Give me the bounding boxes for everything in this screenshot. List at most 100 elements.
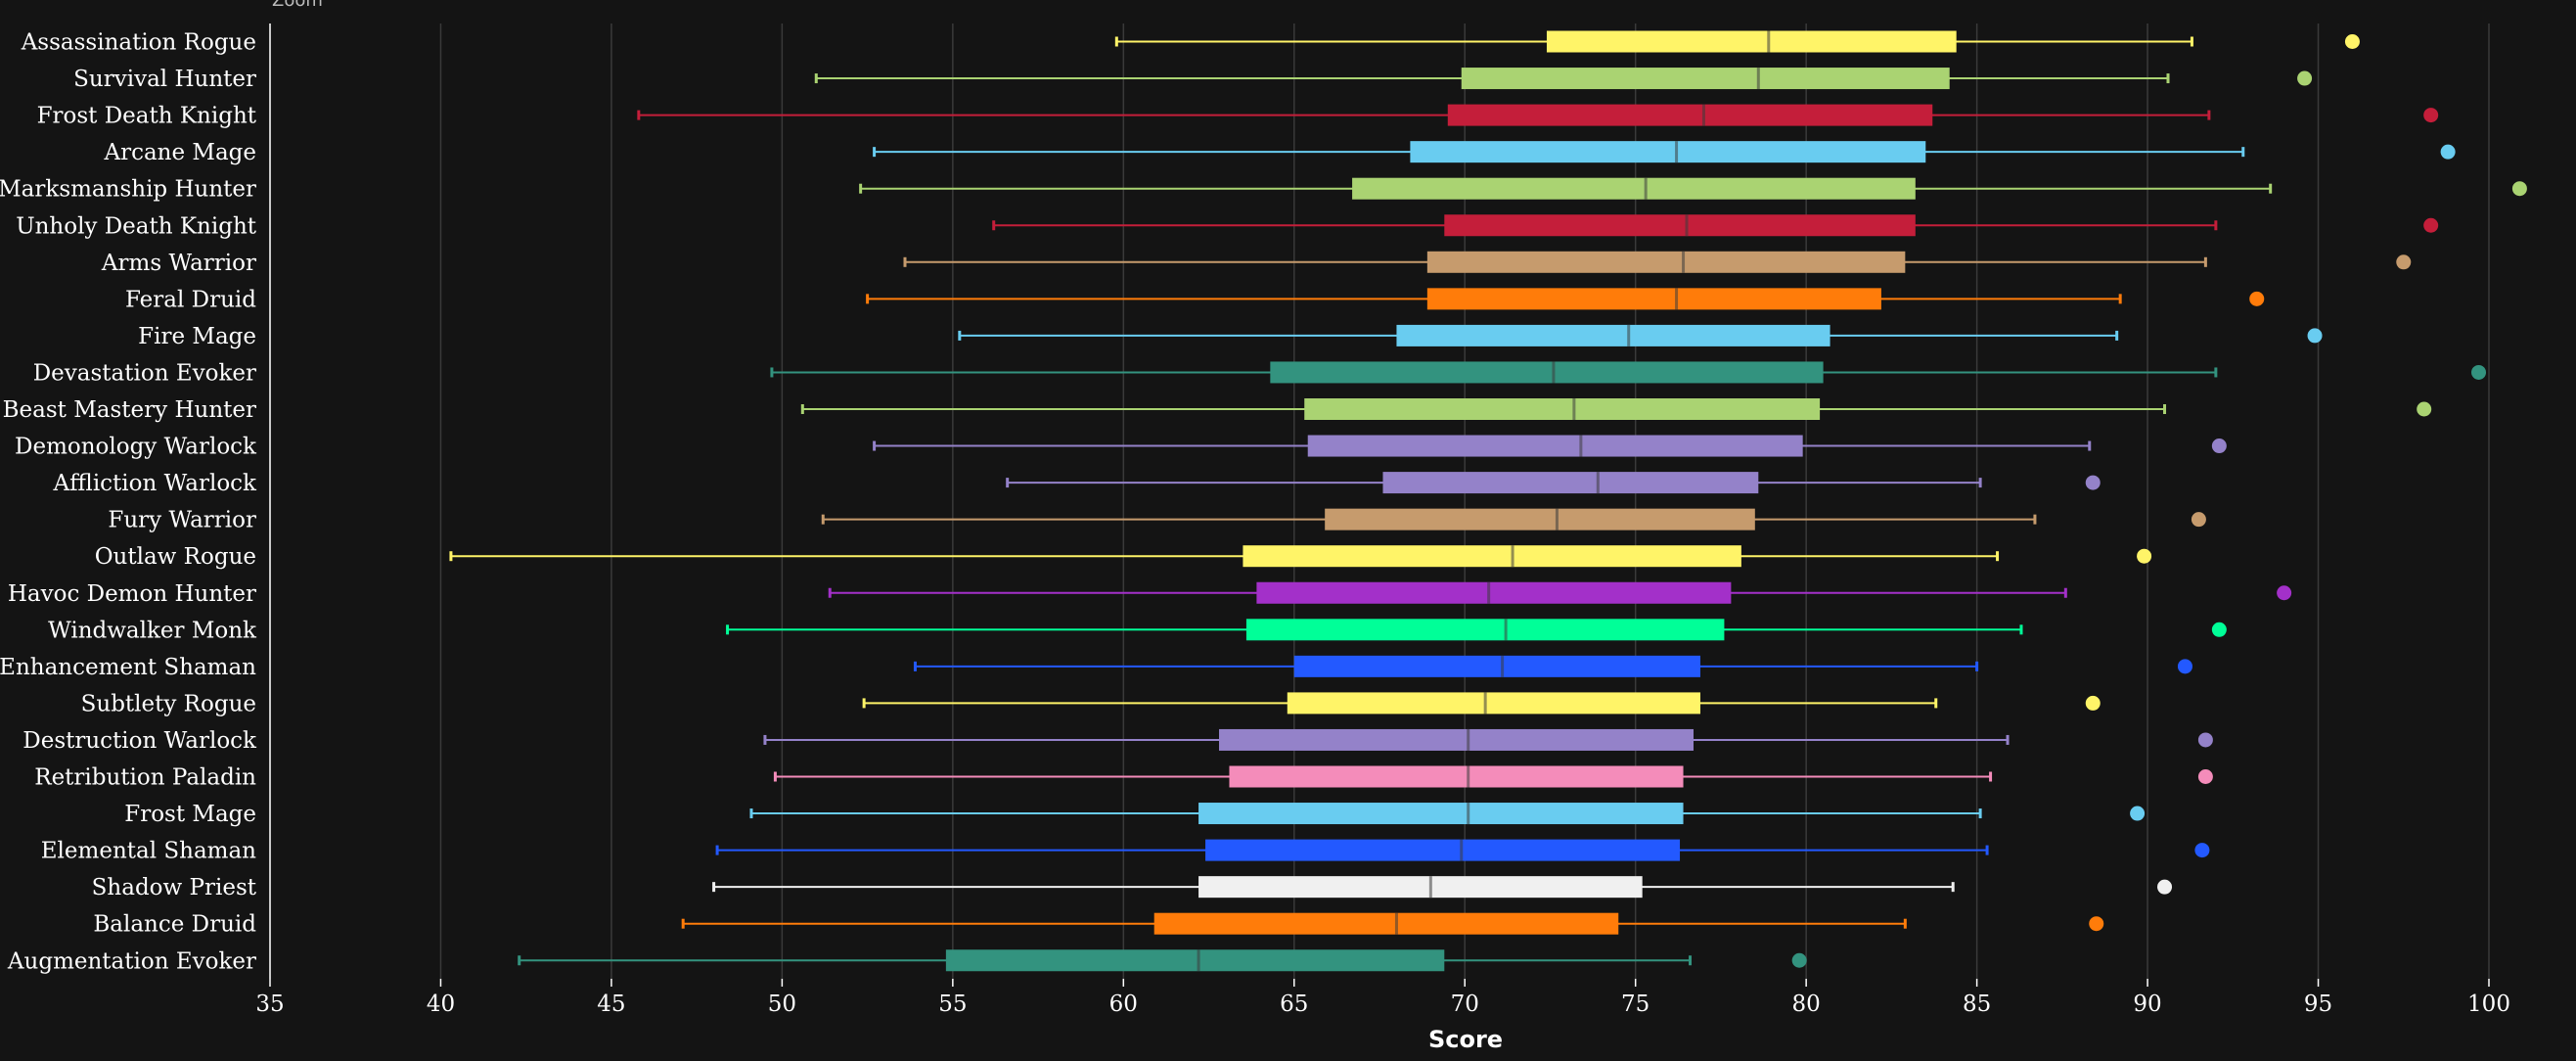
spec-label: Devastation Evoker (33, 360, 256, 386)
outlier-point (2085, 475, 2101, 490)
box-row (958, 324, 2323, 346)
spec-label: Retribution Paladin (34, 765, 256, 791)
iqr-box (1293, 655, 1700, 677)
spec-label: Destruction Warlock (23, 728, 257, 754)
outlier-point (2440, 144, 2456, 160)
box-row (828, 581, 2292, 604)
outlier-point (2423, 217, 2439, 233)
box-row (873, 141, 2456, 163)
spec-label: Marksmanship Hunter (0, 177, 256, 203)
outlier-point (1791, 952, 1807, 968)
spec-label: Beast Mastery Hunter (3, 397, 256, 423)
box-row (903, 251, 2412, 273)
x-tick-label: 80 (1792, 992, 1821, 1017)
zoom-label[interactable]: Zoom (272, 0, 323, 11)
x-axis-title: Score (1428, 1026, 1503, 1053)
iqr-box (1307, 435, 1803, 457)
x-tick-label: 90 (2133, 992, 2161, 1017)
box-row (518, 949, 1807, 972)
x-tick-label: 45 (597, 992, 625, 1017)
outlier-point (2417, 401, 2432, 417)
outlier-point (2157, 879, 2173, 895)
box-row (770, 361, 2487, 384)
outlier-point (2130, 806, 2146, 821)
box-row (814, 68, 2313, 90)
x-tick-label: 40 (427, 992, 455, 1017)
spec-label: Unholy Death Knight (16, 213, 257, 239)
spec-label: Havoc Demon Hunter (8, 581, 256, 607)
x-axis-ticks: 35 40 45 50 55 60 65 70 75 80 85 90 95 100 (255, 979, 2510, 1017)
iqr-box (1382, 472, 1759, 494)
iqr-box (1546, 30, 1957, 53)
spec-label: Survival Hunter (73, 67, 256, 92)
spec-label: Feral Druid (125, 287, 256, 312)
box-row (913, 655, 2192, 677)
iqr-box (1245, 619, 1725, 641)
x-tick-label: 60 (1109, 992, 1138, 1017)
outlier-point (2137, 548, 2152, 564)
spec-label: Fury Warrior (108, 508, 256, 533)
outlier-point (2191, 512, 2206, 528)
box-row (1114, 30, 2360, 53)
outlier-point (2249, 291, 2265, 306)
iqr-box (1426, 288, 1881, 310)
x-tick-label: 85 (1963, 992, 1991, 1017)
box-row (712, 876, 2173, 899)
iqr-box (1256, 581, 1732, 604)
box-row (715, 839, 2210, 861)
spec-label: Fire Mage (138, 324, 256, 349)
outlier-point (2194, 843, 2210, 858)
spec-label: Arcane Mage (103, 140, 256, 165)
spec-label: Outlaw Rogue (95, 544, 256, 570)
box-row (749, 803, 2146, 825)
iqr-box (1153, 912, 1619, 935)
outlier-point (2307, 328, 2323, 344)
x-tick-label: 95 (2304, 992, 2332, 1017)
iqr-box (1426, 251, 1906, 273)
spec-label: Windwalker Monk (48, 618, 257, 643)
outlier-point (2511, 181, 2527, 197)
spec-labels: Assassination Rogue Survival Hunter Frost … (0, 30, 257, 975)
spec-label: Subtlety Rogue (81, 691, 256, 716)
iqr-box (1198, 876, 1643, 899)
box-row (763, 728, 2213, 751)
x-tick-label: 65 (1280, 992, 1308, 1017)
spec-label: Arms Warrior (101, 251, 256, 276)
outlier-point (2211, 622, 2227, 637)
iqr-box (1461, 68, 1950, 90)
iqr-box (1287, 692, 1700, 715)
box-row (800, 398, 2432, 420)
box-row (873, 435, 2227, 457)
iqr-box (1396, 324, 1830, 346)
spec-label: Augmentation Evoker (7, 948, 256, 974)
x-tick-label: 55 (938, 992, 967, 1017)
box-series (449, 30, 2527, 972)
spec-label: Affliction Warlock (53, 471, 258, 496)
outlier-point (2277, 585, 2292, 601)
spec-label: Demonology Warlock (15, 435, 257, 460)
iqr-box (1219, 728, 1695, 751)
spec-label: Shadow Priest (92, 875, 257, 900)
spec-label: Frost Mage (124, 802, 256, 827)
box-row (1006, 472, 2101, 494)
iqr-box (1205, 839, 1681, 861)
box-row (773, 765, 2213, 788)
outlier-point (2297, 70, 2313, 86)
x-tick-label: 70 (1451, 992, 1479, 1017)
box-row (681, 912, 2104, 935)
iqr-box (1325, 508, 1755, 530)
spec-label: Balance Druid (93, 912, 256, 938)
x-tick-label: 35 (255, 992, 284, 1017)
outlier-point (2211, 438, 2227, 454)
x-tick-label: 100 (2467, 992, 2510, 1017)
x-tick-label: 75 (1621, 992, 1650, 1017)
box-row (726, 619, 2227, 641)
outlier-point (2396, 254, 2412, 270)
spec-label: Frost Death Knight (37, 104, 257, 129)
outlier-point (2197, 769, 2213, 784)
spec-label: Elemental Shaman (41, 839, 256, 864)
iqr-box (1447, 104, 1933, 126)
box-row (449, 545, 2152, 568)
iqr-box (1243, 545, 1741, 568)
